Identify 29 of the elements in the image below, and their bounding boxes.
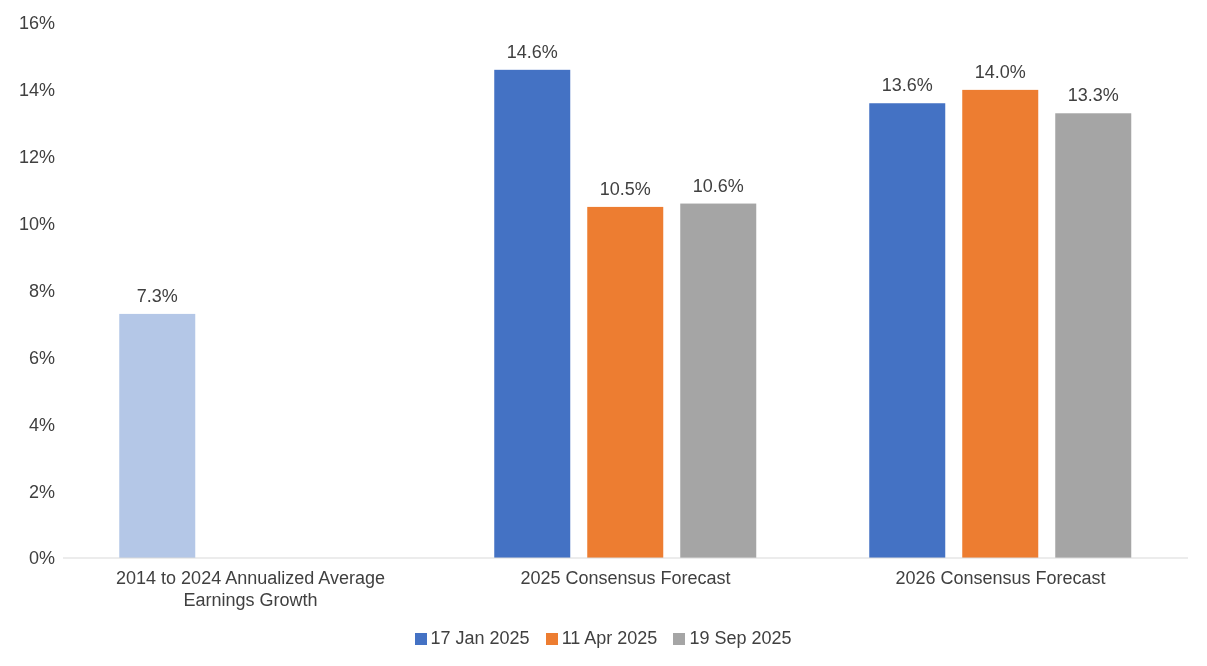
bar [1055, 113, 1132, 558]
bar [962, 89, 1039, 558]
y-tick-label: 2% [28, 481, 55, 502]
y-tick-label: 0% [28, 548, 55, 569]
bar [494, 69, 571, 558]
data-label: 10.6% [692, 175, 744, 196]
y-tick-label: 12% [18, 147, 55, 168]
bar [680, 203, 757, 558]
bar [869, 103, 946, 558]
x-tick-label: 2014 to 2024 Annualized Average Earnings Growth [116, 568, 385, 610]
data-label: 14.0% [974, 61, 1026, 82]
data-label: 13.6% [881, 75, 933, 96]
x-tick-label: 2025 Consensus Forecast [520, 568, 731, 588]
legend-label: 11 Apr 2025 [560, 628, 658, 649]
legend-label: 19 Sep 2025 [688, 628, 792, 649]
y-tick-label: 6% [28, 347, 55, 368]
data-label: 7.3% [136, 285, 178, 306]
y-tick-label: 8% [28, 280, 55, 301]
data-label: 13.3% [1067, 85, 1119, 106]
y-tick-label: 10% [18, 214, 55, 235]
legend-label: 17 Jan 2025 [429, 628, 530, 649]
data-label: 14.6% [506, 41, 558, 62]
bar [587, 206, 664, 558]
y-tick-label: 14% [18, 80, 55, 101]
bar [119, 313, 196, 558]
data-label: 10.5% [599, 178, 651, 199]
y-tick-label: 16% [18, 13, 55, 34]
x-tick-label: 2026 Consensus Forecast [895, 568, 1106, 588]
y-tick-label: 4% [28, 414, 55, 435]
